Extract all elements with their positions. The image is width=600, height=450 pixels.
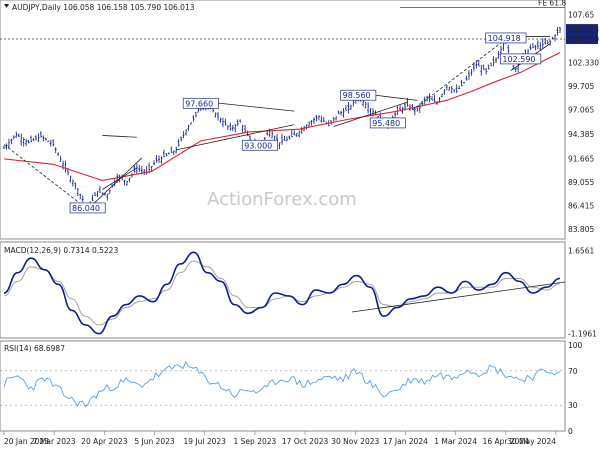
rsi-title: RSI(14) 68.6987 xyxy=(4,344,65,353)
trendline-up xyxy=(87,157,143,210)
rsi-tick-label: 0 xyxy=(568,427,573,436)
x-tick-label: 17 Oct 2023 xyxy=(282,437,329,446)
x-tick-label: 20 Jan 2023 xyxy=(4,437,49,446)
rsi-pane: RSI(14) 68.6987 xyxy=(0,340,566,432)
rsi-tick-label: 30 xyxy=(568,401,578,410)
price-tick-label: 94.385 xyxy=(568,130,594,139)
macd-tick-label: -1.1961 xyxy=(568,330,597,339)
x-tick-label: 17 Jan 2024 xyxy=(383,437,428,446)
price-annotation: 97.660 xyxy=(185,99,213,108)
price-annotation-box xyxy=(241,139,278,151)
rsi-frame xyxy=(0,340,566,432)
x-tick-label: 20 Apr 2023 xyxy=(81,437,128,446)
macd-frame xyxy=(0,241,566,339)
price-tick-label: 83.805 xyxy=(568,225,594,234)
rsi-tick-label: 70 xyxy=(568,367,578,376)
ref-price-label: 104.910 xyxy=(568,35,599,44)
x-tick-label: 1 Mar 2024 xyxy=(434,437,477,446)
price-tick-label: 86.415 xyxy=(568,202,594,211)
x-tick-label: 30 May 2024 xyxy=(507,437,556,446)
x-tick-label: 7 Mar 2023 xyxy=(33,437,76,446)
price-tick-label: 91.665 xyxy=(568,154,594,163)
watermark: ActionForex.com xyxy=(207,189,357,210)
rsi-tick-label: 100 xyxy=(568,341,583,350)
rsi-layer xyxy=(0,360,565,408)
price-annotation-box xyxy=(369,117,406,129)
price-annotation-box xyxy=(500,53,542,65)
macd-layer xyxy=(3,251,566,335)
last-price-label: 106.013 xyxy=(568,25,599,34)
price-annotation: 93.000 xyxy=(244,141,272,150)
channel-dotted xyxy=(412,38,507,111)
macd-title: MACD(12,26,9) 0.7314 0.5223 xyxy=(4,246,118,255)
price-tick-label: 99.705 xyxy=(568,82,594,91)
price-tick-label: 97.065 xyxy=(568,106,594,115)
price-layer: FE 61.8 97.660 98.560 104.918 102.590 95.480 9… xyxy=(0,0,566,214)
price-annotation: 102.590 xyxy=(502,55,535,64)
price-pane: ActionForex.com xyxy=(0,0,566,240)
macd-trendline xyxy=(351,281,566,313)
wedge2-bottom xyxy=(333,101,408,127)
x-tick-label: 30 Nov 2023 xyxy=(331,437,379,446)
price-tick-label: 102.330 xyxy=(568,58,599,67)
macd-line xyxy=(3,251,561,335)
price-tick-label: 89.055 xyxy=(568,178,594,187)
price-frame xyxy=(0,0,566,240)
last-price-box xyxy=(566,24,598,35)
price-annotation-box xyxy=(485,32,527,44)
chart-header: AUDJPY,Daily 106.058 106.158 105.790 106… xyxy=(4,3,195,12)
x-tick-label: 1 Sep 2023 xyxy=(234,437,277,446)
price-annotation: 86.040 xyxy=(72,204,100,213)
price-annotation-box xyxy=(340,89,377,101)
x-tick-label: 19 Jul 2023 xyxy=(184,437,227,446)
ref-price-box xyxy=(566,34,598,45)
price-tick-label: 107.65 xyxy=(568,10,594,19)
x-tick-label: 16 Apr 2024 xyxy=(483,437,530,446)
macd-tick-label: 1.6561 xyxy=(568,247,594,256)
triangle-bottom xyxy=(102,167,138,190)
price-annotation-box xyxy=(69,202,106,214)
macd-pane: MACD(12,26,9) 0.7314 0.5223 xyxy=(0,241,566,339)
macd-signal-line xyxy=(3,260,561,326)
triangle-top xyxy=(102,135,137,138)
rsi-line xyxy=(3,360,561,408)
price-annotation: 104.918 xyxy=(488,34,521,43)
x-tick-label: 5 Jun 2023 xyxy=(134,437,175,446)
fib-label: FE 61.8 xyxy=(538,0,566,8)
sma-line xyxy=(3,52,561,182)
wedge-bottom xyxy=(176,124,295,151)
trendline-down xyxy=(3,144,88,210)
price-annotation: 98.560 xyxy=(343,91,371,100)
chart-title: AUDJPY,Daily 106.058 106.158 105.790 106… xyxy=(12,3,195,12)
price-annotation: 95.480 xyxy=(372,119,400,128)
price-annotation-box xyxy=(182,97,219,109)
chart-menu-icon[interactable] xyxy=(4,4,9,8)
